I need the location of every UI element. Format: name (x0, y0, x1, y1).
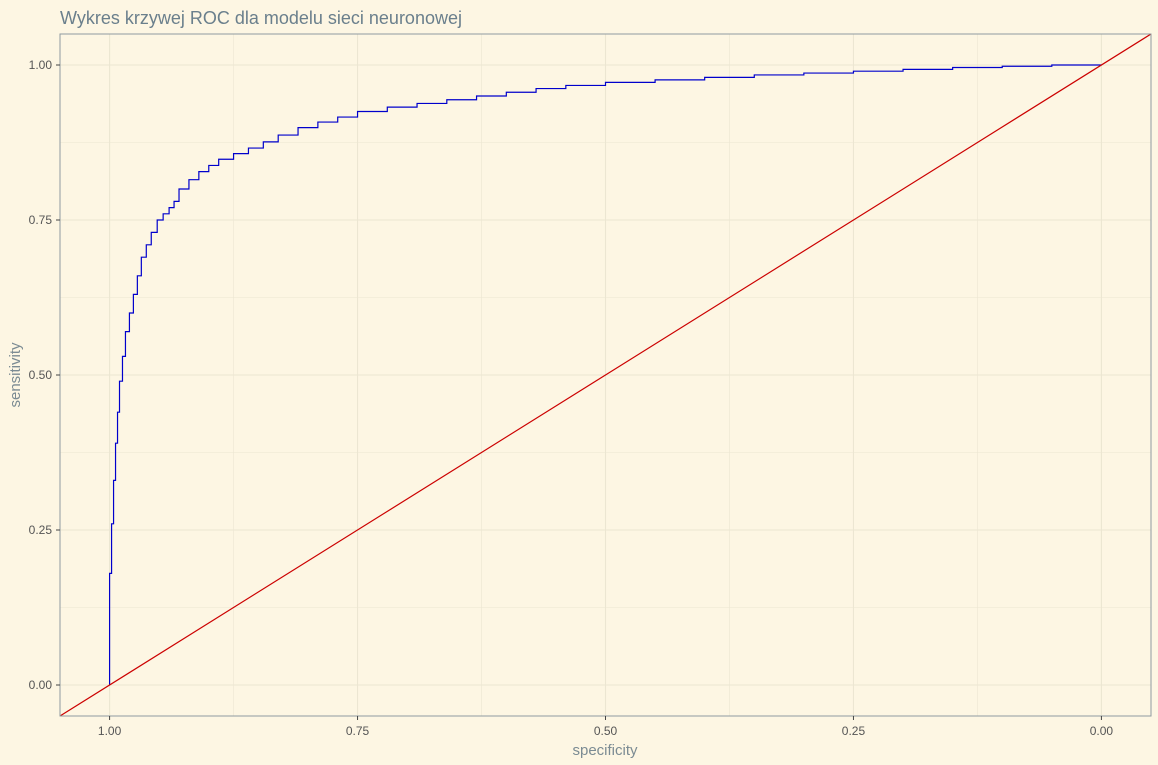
y-tick-label: 0.50 (29, 368, 53, 382)
y-tick-label: 0.00 (29, 678, 53, 692)
x-tick-label: 1.00 (98, 724, 122, 738)
roc-curve-line (108, 64, 1102, 685)
series-layer (59, 33, 1152, 717)
y-axis-title: sensitivity (7, 342, 24, 408)
y-tick-label: 0.25 (29, 523, 53, 537)
axis-ticks: 1.00 0.75 0.50 0.25 0.00 0.00 0.25 0.50 0.75 1.00 (29, 58, 1114, 738)
y-tick-label: 0.75 (29, 213, 53, 227)
x-axis-title: specificity (572, 742, 638, 759)
x-tick-label: 0.75 (346, 724, 370, 738)
x-tick-label: 0.50 (594, 724, 618, 738)
x-tick-label: 0.00 (1090, 724, 1114, 738)
chart-title: Wykres krzywej ROC dla modelu sieci neur… (60, 8, 462, 28)
grid (60, 34, 1151, 716)
x-tick-label: 0.25 (842, 724, 866, 738)
y-tick-label: 1.00 (29, 58, 53, 72)
diagonal-reference-line (59, 33, 1152, 717)
